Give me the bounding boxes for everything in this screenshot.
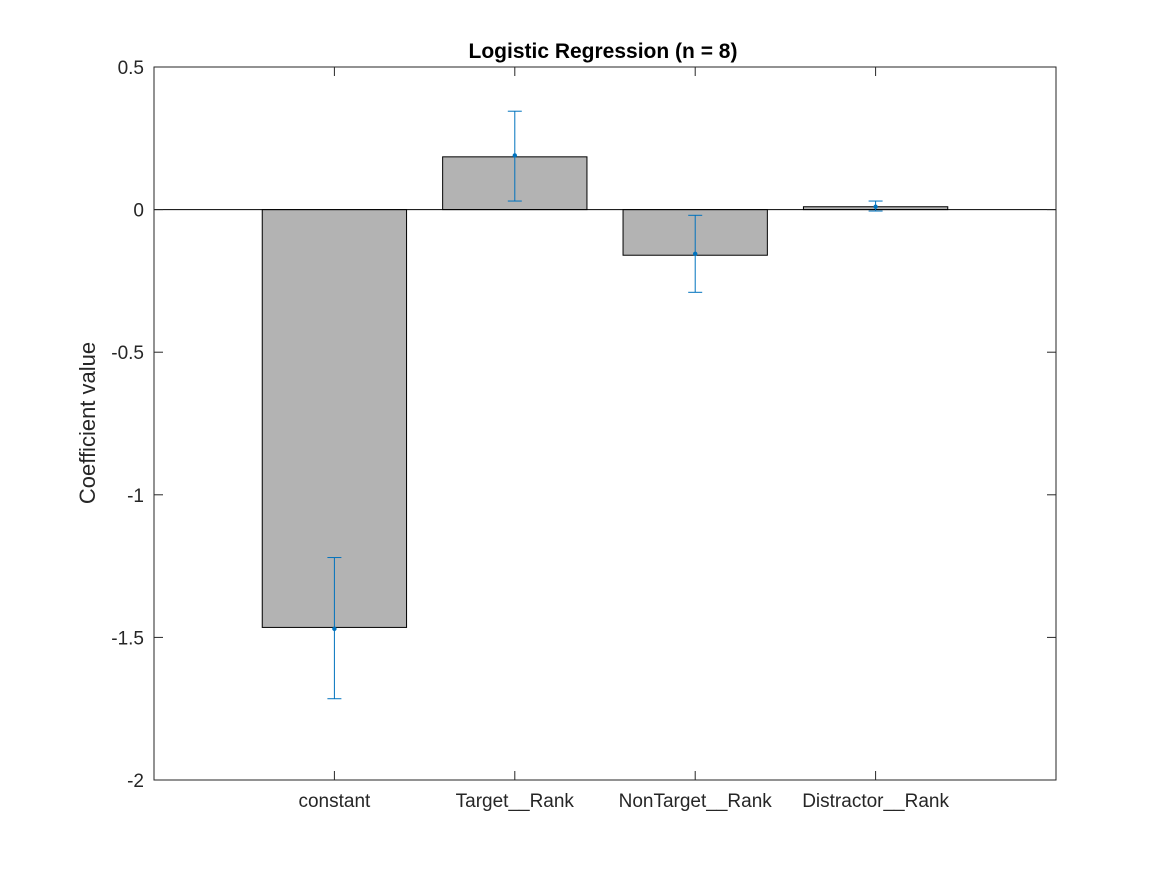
errorbar-point xyxy=(873,204,878,209)
y-tick-label: -2 xyxy=(127,771,144,792)
chart-title: Logistic Regression (n = 8) xyxy=(469,40,738,63)
axes-box xyxy=(153,66,1057,781)
x-axis: constant Target__Rank NonTarget__Rank Distr… xyxy=(298,67,949,812)
errorbar-point xyxy=(512,153,517,158)
y-tick-label: -1.5 xyxy=(111,628,144,649)
y-tick-label: 0 xyxy=(133,201,144,222)
x-tick-label-distractor-rank: Distractor__Rank xyxy=(802,791,949,812)
errorbar-distractor-rank xyxy=(868,200,883,212)
y-axis-label: Coefficient value xyxy=(75,342,100,504)
errorbars-layer xyxy=(327,110,883,700)
x-tick-label-target-rank: Target__Rank xyxy=(456,791,575,812)
x-tick-label-constant: constant xyxy=(298,791,371,812)
x-tick-label-nontarget-rank: NonTarget__Rank xyxy=(619,791,773,812)
y-tick-label: -0.5 xyxy=(111,343,144,364)
errorbar-target-rank xyxy=(507,110,522,202)
y-tick-label: -1 xyxy=(127,486,144,507)
errorbar-nontarget-rank xyxy=(688,214,703,293)
errorbar-point xyxy=(332,626,337,632)
y-axis: 0.5 0 -0.5 -1 -1.5 -2 xyxy=(111,58,1056,792)
errorbar-constant xyxy=(327,557,342,700)
errorbar-point xyxy=(693,251,698,257)
y-tick-label: 0.5 xyxy=(118,58,144,79)
